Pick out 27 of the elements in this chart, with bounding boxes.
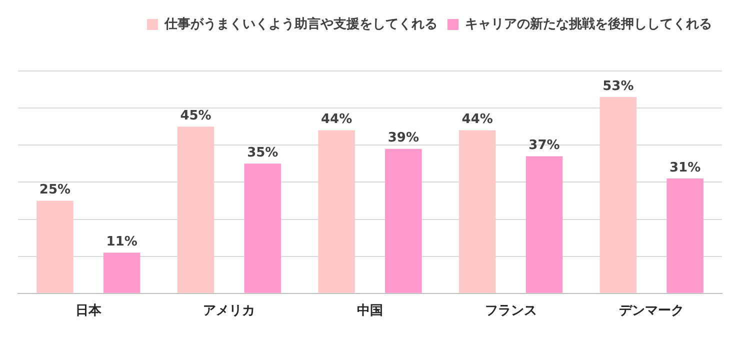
x-tick-label: アメリカ <box>203 304 256 319</box>
bar <box>600 96 637 293</box>
data-label: 31% <box>669 160 701 176</box>
data-label: 11% <box>106 234 138 250</box>
data-label: 44% <box>462 112 493 128</box>
bar <box>385 148 422 293</box>
legend-label: 仕事がうまくいくよう助言や支援をしてくれる <box>164 16 438 32</box>
data-label: 25% <box>39 182 71 198</box>
bar <box>526 156 563 293</box>
bar <box>36 200 74 293</box>
bar <box>244 164 282 293</box>
data-label: 44% <box>320 112 352 128</box>
bar <box>103 252 140 293</box>
data-label: 37% <box>528 138 560 154</box>
data-label: 53% <box>602 78 634 94</box>
x-tick-label: フランス <box>484 304 537 319</box>
legend-label: キャリアの新たな挑戦を後押ししてくれる <box>465 16 712 32</box>
data-label: 35% <box>247 146 278 161</box>
data-label: 45% <box>180 108 212 124</box>
bar <box>666 178 704 293</box>
bar <box>177 126 214 293</box>
x-tick-label: 中国 <box>357 304 383 319</box>
bar <box>458 130 496 293</box>
x-tick-label: デンマーク <box>619 304 684 319</box>
x-tick-label: 日本 <box>75 304 102 319</box>
data-label: 39% <box>388 130 420 146</box>
bar <box>318 130 355 293</box>
